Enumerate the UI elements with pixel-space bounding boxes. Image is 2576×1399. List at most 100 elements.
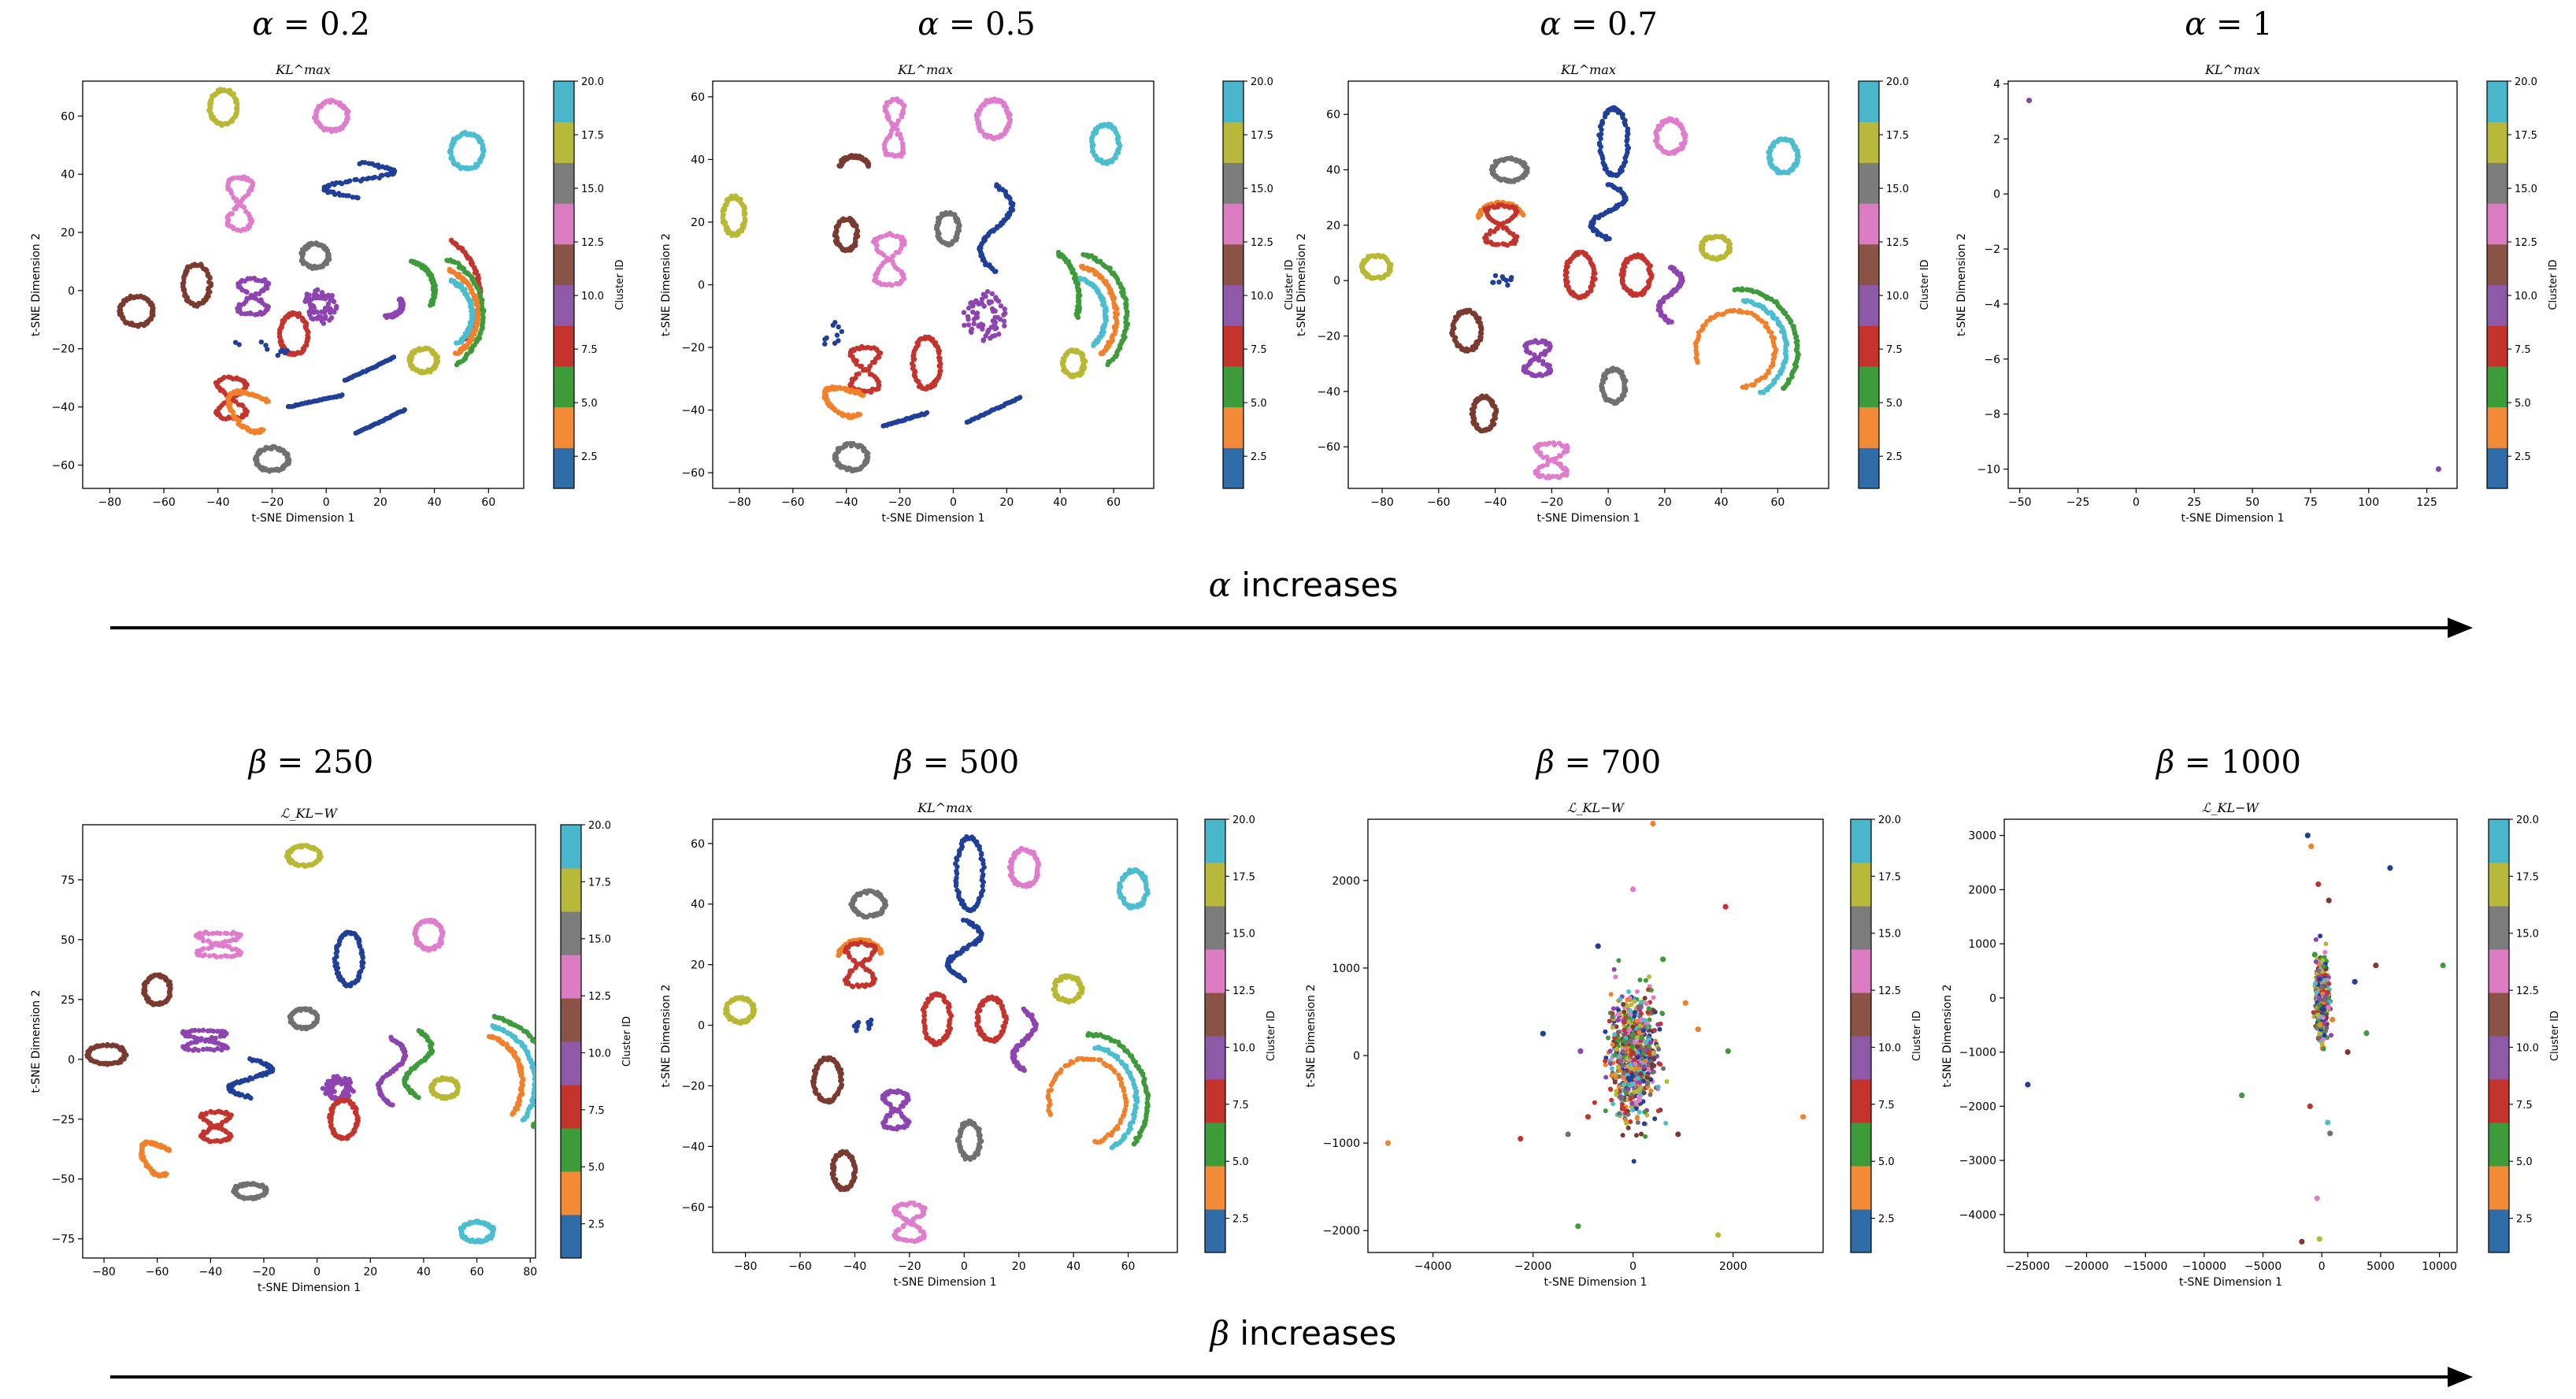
y-tick-label: −40 bbox=[681, 405, 705, 417]
x-tick-label: 20 bbox=[1658, 496, 1672, 509]
scatter-point bbox=[305, 334, 311, 340]
scatter-point bbox=[366, 176, 372, 181]
scatter-point bbox=[317, 853, 323, 859]
scatter-point bbox=[1499, 274, 1506, 280]
colorbar-segment bbox=[2487, 366, 2507, 408]
colorbar-segment bbox=[1223, 447, 1244, 489]
scatter-point bbox=[966, 305, 972, 311]
scatter-point bbox=[234, 106, 239, 111]
colorbar-tick-label: 15.0 bbox=[1251, 184, 1273, 195]
colorbar-tick-label: 12.5 bbox=[581, 237, 604, 249]
scatter-point bbox=[1590, 275, 1596, 280]
scatter-point bbox=[1744, 310, 1750, 315]
scatter-point bbox=[354, 195, 359, 200]
x-tick-label: 0 bbox=[2133, 496, 2140, 509]
scatter-point bbox=[1554, 473, 1560, 479]
scatter-point bbox=[989, 291, 995, 297]
scatter-point bbox=[480, 149, 486, 154]
scatter-point bbox=[265, 347, 270, 352]
colorbar-segment bbox=[1223, 325, 1244, 367]
scatter-point bbox=[886, 117, 891, 122]
colorbar-tick-label: 20.0 bbox=[1886, 76, 1909, 88]
scatter-point bbox=[1540, 361, 1546, 367]
x-tick-label: −50 bbox=[2008, 496, 2032, 509]
x-tick-label: −60 bbox=[152, 496, 176, 509]
scatter-point bbox=[244, 289, 250, 295]
colorbar-segment bbox=[1223, 121, 1244, 163]
scatter-point bbox=[980, 338, 986, 343]
scatter-point bbox=[1770, 360, 1776, 366]
y-axis-label: t-SNE Dimension 2 bbox=[1955, 233, 1968, 336]
scatter-points bbox=[720, 96, 1131, 473]
scatter-point bbox=[899, 136, 904, 143]
y-tick-label: −60 bbox=[1317, 441, 1340, 454]
colorbar-frame bbox=[2486, 80, 2508, 489]
scatter-point bbox=[1002, 306, 1008, 312]
y-tick-label: −20 bbox=[1317, 331, 1340, 343]
scatter-point bbox=[359, 959, 365, 965]
scatter-point bbox=[234, 204, 239, 210]
scatter-point bbox=[857, 412, 863, 417]
chart-panel-4: KL^max−50 −25 0 25 50 75 100 125−10−8−6−4−2024t… bbox=[1955, 62, 2559, 525]
colorbar-segment bbox=[554, 162, 574, 204]
scatter-points bbox=[84, 843, 536, 1245]
colorbar-tick-label: 17.5 bbox=[581, 130, 604, 142]
scatter-point bbox=[1017, 395, 1023, 400]
scatter-point bbox=[970, 310, 976, 315]
y-axis-label: t-SNE Dimension 2 bbox=[30, 233, 43, 336]
colorbar-segment bbox=[1859, 203, 1879, 245]
scatter-point bbox=[1492, 273, 1499, 279]
scatter-point bbox=[1527, 350, 1533, 356]
scatter-point bbox=[222, 930, 228, 936]
scatter-point bbox=[854, 228, 860, 233]
colorbar-segment bbox=[2487, 406, 2507, 448]
scatter-point bbox=[839, 328, 845, 335]
y-tick-label: 40 bbox=[691, 154, 705, 166]
scatter-point bbox=[991, 332, 998, 339]
y-axis-label: t-SNE Dimension 2 bbox=[660, 233, 673, 336]
y-tick-label: −10 bbox=[1977, 464, 2000, 477]
scatter-point bbox=[1544, 371, 1549, 377]
scatter-point bbox=[347, 178, 353, 184]
scatter-point bbox=[1544, 475, 1549, 481]
x-tick-label: 40 bbox=[428, 496, 442, 509]
scatter-point bbox=[229, 211, 235, 217]
scatter-point bbox=[236, 342, 242, 347]
scatter-point bbox=[971, 317, 977, 322]
scatter-point bbox=[318, 314, 324, 320]
colorbar-segment bbox=[2487, 325, 2507, 367]
x-tick-label: 60 bbox=[481, 496, 495, 509]
scatter-point bbox=[2435, 466, 2441, 473]
scatter-point bbox=[326, 254, 332, 260]
colorbar-segment bbox=[2487, 121, 2507, 163]
scatter-point bbox=[884, 110, 890, 116]
colorbar-tick-label: 15.0 bbox=[1886, 184, 1909, 195]
x-tick-label: −40 bbox=[835, 496, 858, 509]
scatter-point bbox=[936, 354, 942, 361]
scatter-point bbox=[284, 458, 290, 465]
scatter-point bbox=[1056, 250, 1062, 256]
scatter-point bbox=[207, 953, 213, 959]
colorbar-segment bbox=[554, 121, 574, 163]
colorbar-tick-label: 20.0 bbox=[2515, 76, 2537, 88]
scatter-point bbox=[359, 948, 365, 953]
scatter-point bbox=[1499, 202, 1505, 208]
scatter-point bbox=[900, 108, 906, 113]
scatter-point bbox=[1732, 287, 1737, 293]
scatter-point bbox=[201, 946, 206, 952]
y-tick-label: 20 bbox=[1326, 220, 1340, 232]
scatter-point bbox=[1736, 309, 1741, 314]
colorbar-segment bbox=[1859, 121, 1879, 163]
scatter-point bbox=[314, 309, 320, 315]
y-tick-label: 0 bbox=[1333, 275, 1340, 288]
scatter-point bbox=[474, 307, 480, 313]
x-axis-label: t-SNE Dimension 1 bbox=[2181, 512, 2285, 525]
axes-frame bbox=[2007, 80, 2458, 489]
scatter-point bbox=[1540, 455, 1546, 460]
scatter-point bbox=[212, 941, 218, 948]
scatter-point bbox=[1605, 182, 1610, 187]
x-axis-label: t-SNE Dimension 1 bbox=[1537, 512, 1640, 525]
chart-panel-2: KL^max−80 −60 −40 −20 0 20 40 60−60−40−20020406… bbox=[660, 62, 1295, 525]
x-tick-label: −80 bbox=[98, 496, 122, 509]
scatter-point bbox=[1545, 459, 1551, 465]
